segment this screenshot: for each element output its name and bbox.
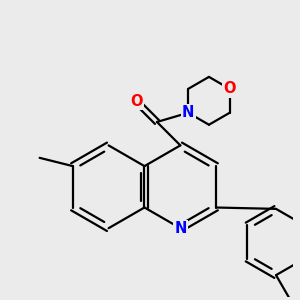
Text: O: O <box>224 81 236 96</box>
Text: O: O <box>130 94 142 109</box>
Text: N: N <box>174 221 187 236</box>
Text: N: N <box>182 105 194 120</box>
